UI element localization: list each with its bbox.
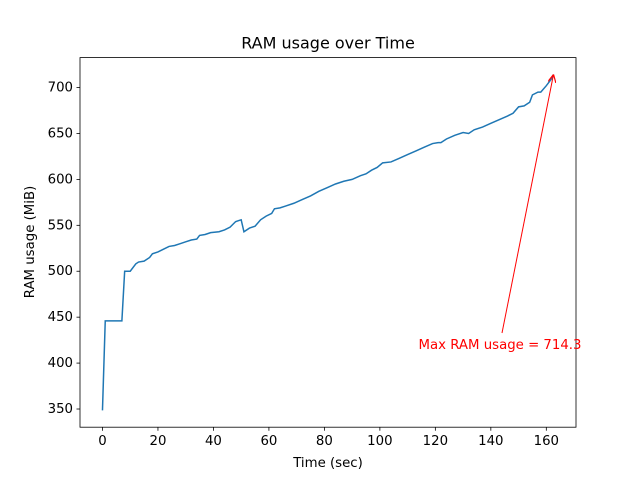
- x-tick-label: 100: [367, 434, 392, 449]
- x-tick-label: 20: [149, 434, 166, 449]
- x-tick-label: 140: [478, 434, 503, 449]
- chart-title: RAM usage over Time: [241, 34, 415, 53]
- annotation: Max RAM usage = 714.3: [419, 338, 582, 353]
- y-tick-label: 350: [48, 402, 73, 417]
- x-tick-label: 0: [98, 434, 106, 449]
- x-tick-label: 40: [205, 434, 222, 449]
- x-tick-label: 120: [423, 434, 448, 449]
- x-axis-label: Time (sec): [292, 456, 363, 471]
- y-axis-label: RAM usage (MiB): [23, 186, 38, 299]
- y-tick-label: 700: [48, 81, 73, 96]
- line-series: [101, 74, 555, 411]
- x-tick-label: 160: [534, 434, 559, 449]
- y-tick-label: 500: [48, 264, 73, 279]
- x-tick-label: 80: [316, 434, 333, 449]
- annotation-arrow: [501, 74, 554, 334]
- x-tick-label: 60: [260, 434, 277, 449]
- y-tick-label: 550: [48, 218, 73, 233]
- plot-frame: [79, 57, 577, 428]
- y-tick-label: 400: [48, 356, 73, 371]
- y-tick-label: 650: [48, 126, 73, 141]
- y-tick-label: 450: [48, 310, 73, 325]
- y-tick-label: 600: [48, 172, 73, 187]
